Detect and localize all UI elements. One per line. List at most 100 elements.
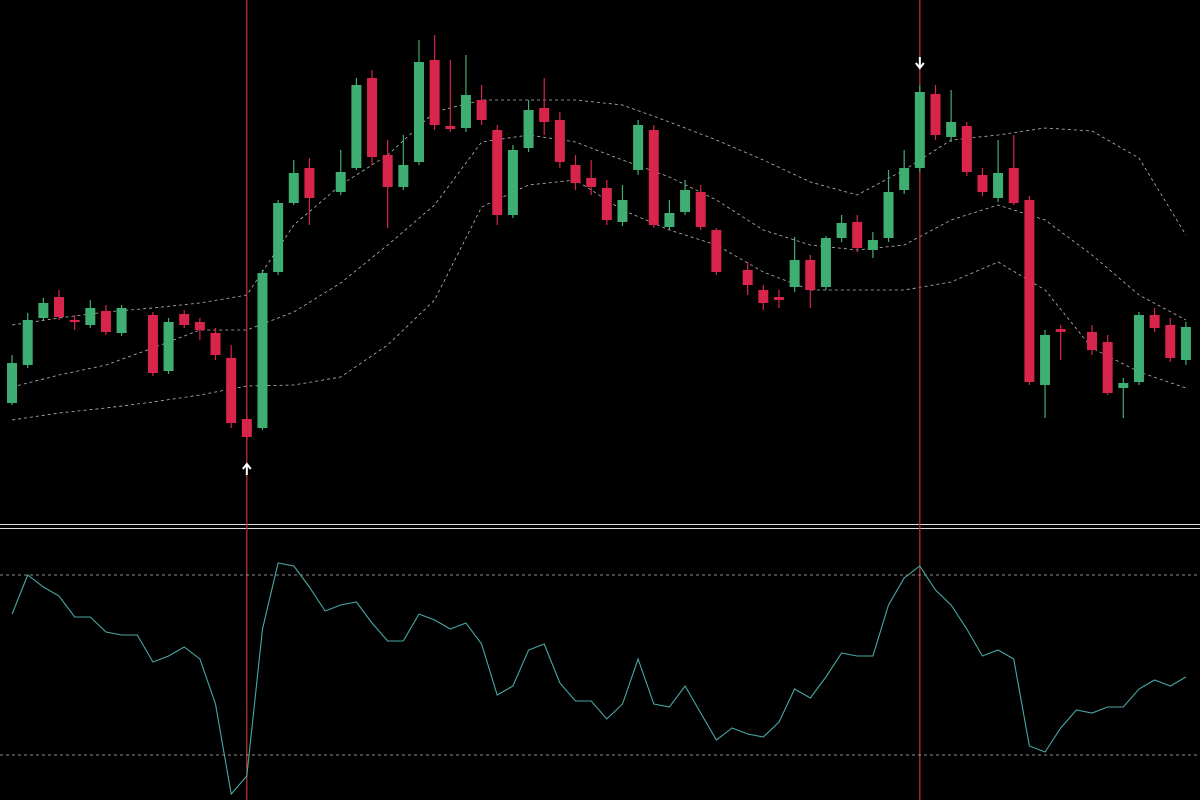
candle bbox=[210, 328, 221, 360]
candle-body bbox=[85, 308, 96, 325]
candle-body bbox=[460, 95, 471, 128]
candle-body bbox=[257, 273, 268, 428]
candle-body bbox=[7, 363, 18, 403]
bollinger-band bbox=[12, 179, 1187, 421]
candle bbox=[163, 318, 174, 374]
candle bbox=[1102, 335, 1113, 395]
candle bbox=[773, 290, 784, 308]
candle-body bbox=[883, 192, 894, 238]
signal-arrow bbox=[242, 462, 252, 475]
candle bbox=[1149, 308, 1160, 332]
candle-body bbox=[288, 173, 299, 203]
candle bbox=[429, 35, 440, 130]
candle-body bbox=[1102, 342, 1113, 393]
candle-body bbox=[773, 297, 784, 300]
candle bbox=[351, 78, 362, 170]
candle-body bbox=[69, 320, 80, 322]
candle-body bbox=[711, 230, 722, 272]
candle-body bbox=[961, 126, 972, 172]
candle bbox=[398, 135, 409, 190]
candle bbox=[492, 125, 503, 225]
candle-body bbox=[1055, 329, 1066, 332]
candle-body bbox=[1024, 200, 1035, 382]
candle-body bbox=[38, 303, 49, 318]
candle-body bbox=[617, 200, 628, 222]
candle-body bbox=[445, 126, 456, 129]
candle-body bbox=[147, 315, 158, 373]
candle bbox=[1118, 378, 1129, 418]
candle bbox=[335, 150, 346, 195]
candle bbox=[993, 140, 1004, 202]
candle-body bbox=[805, 260, 816, 290]
candle-body bbox=[507, 150, 518, 215]
candle-body bbox=[476, 100, 487, 120]
candle bbox=[586, 160, 597, 195]
signal-arrow bbox=[915, 57, 925, 70]
candle bbox=[680, 180, 691, 215]
candle bbox=[820, 236, 831, 290]
candle-body bbox=[993, 173, 1004, 198]
candle bbox=[241, 415, 252, 440]
candle-body bbox=[1087, 332, 1098, 350]
candle-body bbox=[1165, 325, 1176, 358]
candle bbox=[899, 150, 910, 194]
candle bbox=[507, 145, 518, 218]
candle-body bbox=[367, 78, 378, 157]
candle bbox=[1180, 322, 1191, 365]
candle-body bbox=[100, 311, 111, 332]
candle bbox=[836, 215, 847, 242]
candle-body bbox=[398, 165, 409, 187]
candle-body bbox=[570, 165, 581, 183]
candle-body bbox=[601, 188, 612, 220]
candle-body bbox=[977, 175, 988, 192]
candle bbox=[554, 112, 565, 168]
candle-body bbox=[1133, 315, 1144, 382]
candle bbox=[304, 158, 315, 225]
candle-body bbox=[492, 130, 503, 215]
candle-body bbox=[163, 322, 174, 371]
candle-body bbox=[914, 92, 925, 168]
candle bbox=[382, 140, 393, 228]
candle-body bbox=[899, 168, 910, 190]
candle-body bbox=[836, 223, 847, 238]
candle-body bbox=[210, 333, 221, 355]
candle bbox=[85, 300, 96, 328]
candle-body bbox=[648, 130, 659, 225]
candle-body bbox=[680, 190, 691, 212]
candle-body bbox=[1180, 327, 1191, 360]
candle-body bbox=[1149, 315, 1160, 328]
candle bbox=[742, 262, 753, 295]
candle-body bbox=[695, 192, 706, 227]
candle bbox=[930, 85, 941, 140]
candle bbox=[1024, 196, 1035, 385]
candle-body bbox=[789, 260, 800, 287]
candle-body bbox=[335, 172, 346, 192]
candle bbox=[1055, 325, 1066, 360]
candle-body bbox=[852, 222, 863, 248]
arrow-up bbox=[242, 462, 252, 475]
candle bbox=[1040, 330, 1051, 418]
candle bbox=[977, 168, 988, 196]
candle bbox=[1165, 318, 1176, 362]
candle bbox=[100, 305, 111, 335]
candle bbox=[445, 60, 456, 132]
candle bbox=[54, 290, 65, 320]
arrow-down bbox=[915, 57, 925, 70]
candle-body bbox=[22, 320, 33, 365]
candle-body bbox=[633, 125, 644, 170]
candle bbox=[664, 200, 675, 230]
candle bbox=[789, 237, 800, 292]
candle bbox=[617, 185, 628, 226]
candle bbox=[257, 270, 268, 430]
candle-body bbox=[241, 419, 252, 437]
candle bbox=[116, 305, 127, 336]
bollinger-band bbox=[12, 134, 1187, 388]
candle bbox=[179, 310, 190, 328]
candle bbox=[539, 78, 550, 135]
candle-body bbox=[1118, 383, 1129, 388]
candle bbox=[22, 313, 33, 368]
candle bbox=[695, 185, 706, 230]
candle-body bbox=[867, 240, 878, 250]
